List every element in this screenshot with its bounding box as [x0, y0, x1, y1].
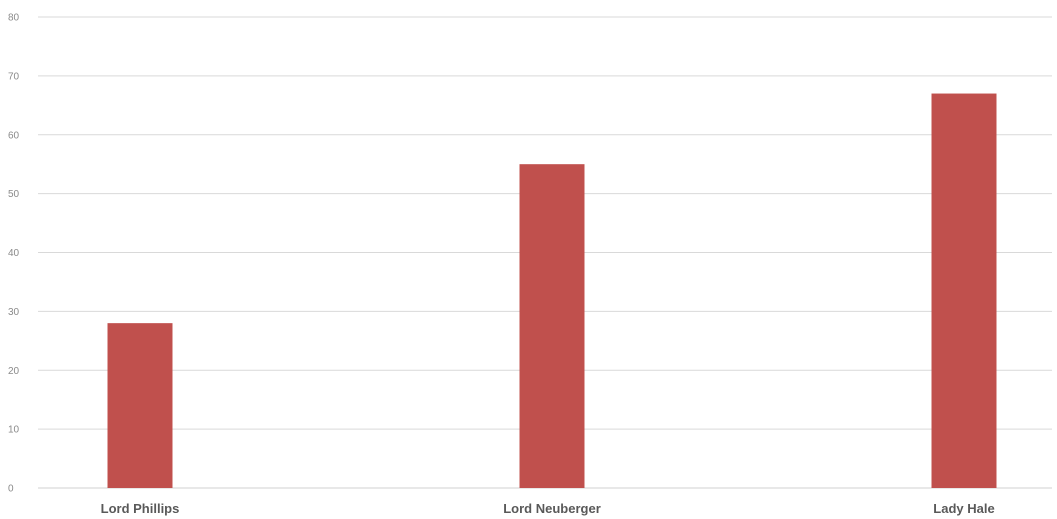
- y-tick-label: 60: [8, 130, 20, 141]
- x-tick-label: Lord Neuberger: [503, 501, 601, 516]
- y-axis-tick-labels: 0 10 20 30 40 50 60 70 80: [8, 13, 20, 495]
- bar: [519, 164, 585, 488]
- x-tick-label: Lady Hale: [933, 501, 994, 516]
- y-tick-label: 10: [8, 425, 20, 436]
- y-tick-label: 80: [8, 13, 20, 24]
- y-tick-label: 50: [8, 189, 20, 200]
- bar: [107, 323, 173, 488]
- y-tick-label: 0: [8, 484, 14, 495]
- y-tick-label: 70: [8, 71, 20, 82]
- y-tick-label: 40: [8, 248, 20, 259]
- x-tick-label: Lord Phillips: [101, 501, 180, 516]
- y-tick-label: 30: [8, 307, 20, 318]
- bars: [107, 93, 997, 488]
- x-axis-category-labels: Lord Phillips Lord Neuberger Lady Hale: [101, 501, 995, 516]
- y-tick-label: 20: [8, 366, 20, 377]
- bar: [931, 93, 997, 488]
